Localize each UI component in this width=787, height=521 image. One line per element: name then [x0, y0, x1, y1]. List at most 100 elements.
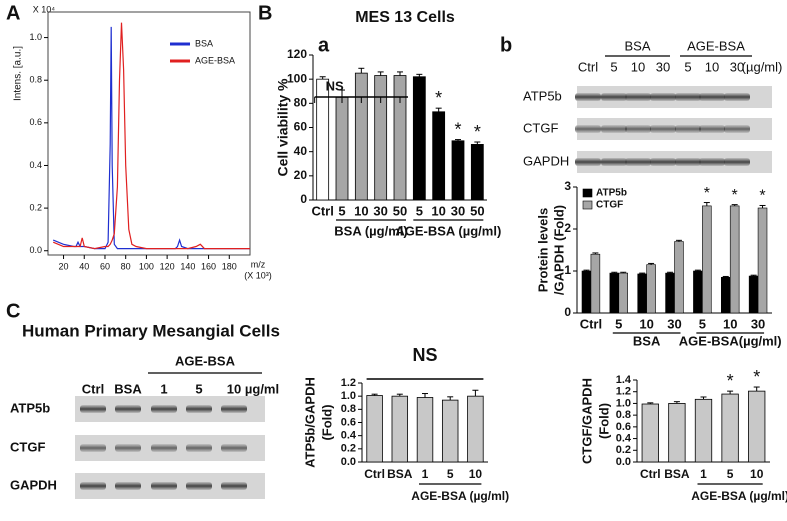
y-tick-label: 100 [287, 71, 307, 85]
bar [609, 272, 620, 314]
blot-band [186, 482, 212, 490]
bar [451, 140, 465, 201]
bar [366, 395, 383, 463]
y-axis-label: ATP5b/GAPDH [302, 377, 317, 468]
blot-band [699, 93, 725, 101]
legend-label: AGE-BSA [195, 55, 235, 65]
x-tick-label: 80 [121, 261, 131, 271]
y-axis-label: Cell viability % [275, 78, 291, 177]
x-tick-label: Ctrl [364, 467, 385, 481]
y-tick-label: 0.0 [616, 456, 631, 468]
y-tick-label: 80 [294, 96, 308, 110]
x-tick-label: BSA [387, 467, 413, 481]
legend-label: CTGF [596, 200, 623, 211]
ns-label: NS [326, 78, 344, 93]
y-tick-label: 0 [300, 192, 307, 206]
y-tick-label: 1.0 [29, 32, 42, 42]
y-tick-label: 40 [294, 144, 308, 158]
blot-band [601, 93, 627, 101]
subpanel-letter: b [500, 34, 512, 56]
blot-row-label: CTGF [523, 120, 558, 135]
blot-band [575, 93, 601, 101]
x-tick-label: 10 [723, 316, 737, 331]
x-tick-label: 10 [354, 203, 368, 218]
blot-band [221, 444, 247, 452]
blot-band [115, 405, 141, 413]
blot-band [650, 158, 676, 166]
x-tick-label: 5 [727, 467, 734, 481]
blot-band [625, 158, 651, 166]
bar [757, 207, 768, 314]
y-tick-label: 2 [564, 221, 571, 235]
x-tick-label: Ctrl [580, 316, 602, 331]
y-tick-label: 0.4 [616, 432, 632, 444]
legend-label: ATP5b [596, 188, 627, 199]
group-label: BSA [624, 38, 650, 53]
blot-band [221, 405, 247, 413]
bar [590, 253, 601, 314]
bar [618, 272, 628, 314]
x-tick-label: 160 [201, 261, 216, 271]
y-tick-label: 0 [564, 305, 571, 319]
group-label: AGE-BSA (µg/ml) [395, 223, 501, 238]
blot-band [115, 444, 141, 452]
x-tick-label: 10 [639, 316, 653, 331]
bar [412, 76, 426, 201]
x-tick-label: 30 [751, 316, 765, 331]
blot-band [625, 125, 651, 133]
y-axis-label: (Fold) [596, 403, 611, 439]
y-axis-label: CTGF/GAPDH [579, 378, 594, 464]
blot-band [186, 444, 212, 452]
bar [432, 111, 446, 201]
lane-label: 5 [195, 381, 202, 396]
blot-band [80, 482, 106, 490]
bar [674, 241, 684, 314]
y-tick-label: 1.0 [341, 390, 356, 402]
blot-band [601, 125, 627, 133]
significance-mark: * [759, 188, 765, 205]
subpanel-letter: a [318, 34, 330, 56]
x-tick-label: 10 [750, 467, 764, 481]
bar [467, 395, 484, 463]
bar [354, 72, 368, 201]
x-tick-label: 20 [59, 261, 69, 271]
significance-mark: * [732, 187, 738, 204]
x-axis-label: m/z [251, 259, 266, 269]
unit-label: µg/ml [245, 381, 279, 396]
x-tick-label: Ctrl [640, 467, 661, 481]
y-tick-label: 3 [564, 179, 571, 193]
lane-label: 10 [705, 59, 719, 74]
blot-band [675, 93, 701, 101]
plot-frame [47, 11, 251, 256]
y-tick-label: 1.2 [341, 377, 356, 389]
bar [646, 264, 656, 314]
bar [721, 393, 739, 463]
bar [335, 96, 349, 201]
blot-row-label: ATP5b [10, 400, 50, 415]
bar [668, 403, 686, 463]
blot-band [115, 482, 141, 490]
blot-band [724, 93, 750, 101]
y-tick-label: 1.0 [616, 397, 631, 409]
x-tick-label: 40 [79, 261, 89, 271]
blot-band [650, 93, 676, 101]
blot-row-label: GAPDH [10, 477, 57, 492]
y-axis-label: /GAPDH (Fold) [551, 205, 566, 295]
bar [581, 270, 592, 314]
y-tick-label: 1 [564, 263, 571, 277]
significance-mark: * [454, 119, 461, 139]
blot-row-label: CTGF [10, 439, 45, 454]
x-tick-label: 50 [393, 203, 407, 218]
bar [470, 144, 484, 201]
blot-row-label: ATP5b [523, 88, 562, 103]
blot-band [80, 444, 106, 452]
panel-letter: A [6, 2, 20, 24]
bar [702, 205, 712, 314]
group-label: AGE-BSA(µg/ml) [679, 333, 782, 348]
blot-row-label: GAPDH [523, 153, 569, 168]
bar [637, 273, 647, 314]
y-axis-unit: X 10⁴ [33, 4, 56, 14]
blot-band [221, 482, 247, 490]
